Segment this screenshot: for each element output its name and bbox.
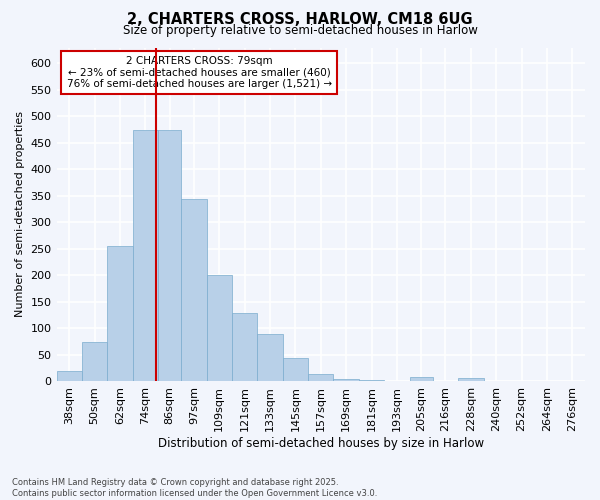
Text: Size of property relative to semi-detached houses in Harlow: Size of property relative to semi-detach… (122, 24, 478, 37)
Bar (107, 246, 133, 382)
Bar (181, 198, 206, 382)
Bar (82, 342, 107, 382)
Bar (359, 380, 384, 382)
Bar (232, 312, 257, 382)
Bar (308, 374, 334, 382)
Bar (283, 358, 308, 382)
Bar (133, 130, 158, 382)
Bar (410, 377, 433, 382)
Bar (334, 379, 359, 382)
Text: 2, CHARTERS CROSS, HARLOW, CM18 6UG: 2, CHARTERS CROSS, HARLOW, CM18 6UG (127, 12, 473, 28)
Bar (206, 276, 232, 382)
Text: 2 CHARTERS CROSS: 79sqm
← 23% of semi-detached houses are smaller (460)
76% of s: 2 CHARTERS CROSS: 79sqm ← 23% of semi-de… (67, 56, 332, 89)
Bar (56, 371, 82, 382)
X-axis label: Distribution of semi-detached houses by size in Harlow: Distribution of semi-detached houses by … (158, 437, 484, 450)
Y-axis label: Number of semi-detached properties: Number of semi-detached properties (15, 112, 25, 318)
Bar (458, 378, 484, 382)
Bar (158, 130, 181, 382)
Bar (257, 334, 283, 382)
Text: Contains HM Land Registry data © Crown copyright and database right 2025.
Contai: Contains HM Land Registry data © Crown c… (12, 478, 377, 498)
